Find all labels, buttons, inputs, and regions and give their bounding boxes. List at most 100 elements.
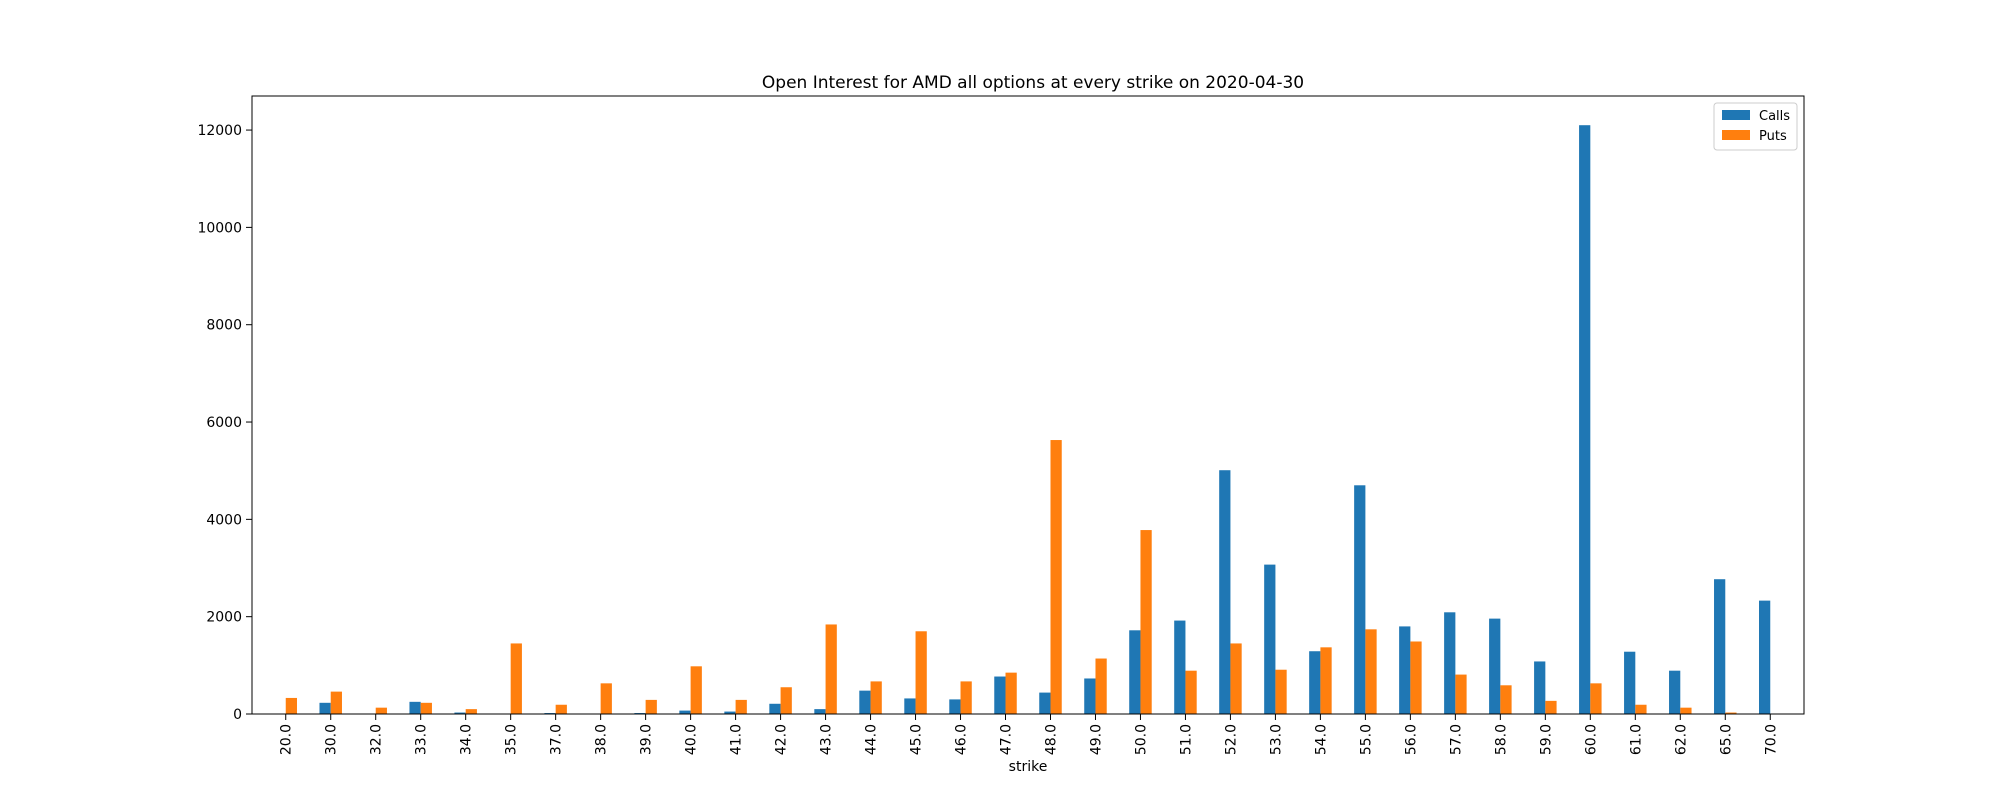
bar-calls-52.0 (1219, 470, 1231, 714)
legend-swatch-puts (1722, 130, 1750, 140)
y-tick-label: 2000 (206, 610, 242, 626)
x-axis: 20.0 30.0 32.0 33.0 34.0 35.0 37.0 38.0 39.0 40.0… (279, 714, 1779, 755)
bar-calls-54.0 (1309, 651, 1321, 714)
bar-puts-37.0 (555, 704, 567, 714)
x-tick-label: 37.0 (549, 724, 565, 755)
bar-calls-47.0 (994, 676, 1006, 714)
x-tick-label: 62.0 (1673, 724, 1689, 755)
x-tick-label: 20.0 (279, 724, 295, 755)
x-tick-label: 70.0 (1763, 724, 1779, 755)
bar-calls-41.0 (724, 711, 736, 714)
bar-calls-40.0 (679, 710, 691, 714)
x-tick-label: 30.0 (324, 724, 340, 755)
x-tick-label: 52.0 (1223, 724, 1239, 755)
bar-calls-42.0 (769, 703, 781, 714)
x-tick-label: 32.0 (369, 724, 385, 755)
x-tick-label: 60.0 (1583, 724, 1599, 755)
bar-puts-30.0 (330, 691, 342, 714)
bar-calls-53.0 (1264, 564, 1276, 714)
bar-puts-43.0 (825, 624, 837, 714)
bar-calls-57.0 (1444, 612, 1456, 714)
bar-calls-58.0 (1489, 618, 1501, 714)
chart-title: Open Interest for AMD all options at eve… (762, 73, 1304, 93)
bar-calls-65.0 (1714, 579, 1726, 714)
bar-puts-33.0 (420, 702, 432, 714)
bar-puts-49.0 (1095, 658, 1107, 714)
bar-calls-48.0 (1039, 692, 1051, 714)
bar-puts-48.0 (1050, 440, 1062, 714)
y-tick-label: 12000 (197, 123, 242, 139)
x-tick-label: 38.0 (594, 724, 610, 755)
bar-puts-52.0 (1230, 643, 1242, 714)
bar-calls-45.0 (904, 698, 916, 714)
x-tick-label: 57.0 (1448, 724, 1464, 755)
x-tick-label: 41.0 (729, 724, 745, 755)
bar-calls-49.0 (1084, 678, 1096, 714)
x-tick-label: 51.0 (1178, 724, 1194, 755)
bar-puts-47.0 (1005, 672, 1017, 714)
x-tick-label: 46.0 (954, 724, 970, 755)
bar-puts-46.0 (960, 681, 972, 714)
bar-puts-59.0 (1545, 700, 1557, 714)
legend-label-calls: Calls (1759, 109, 1790, 124)
legend-swatch-calls (1722, 110, 1750, 120)
bar-puts-61.0 (1635, 704, 1647, 714)
legend: Calls Puts (1713, 102, 1798, 151)
x-tick-label: 33.0 (414, 724, 430, 755)
x-tick-label: 61.0 (1628, 724, 1644, 755)
bar-puts-41.0 (735, 699, 747, 714)
x-tick-label: 40.0 (684, 724, 700, 755)
bar-puts-35.0 (510, 643, 522, 714)
x-tick-label: 42.0 (774, 724, 790, 755)
bar-calls-33.0 (409, 701, 421, 714)
x-axis-label: strike (1009, 759, 1048, 775)
bar-puts-20.0 (285, 697, 297, 714)
bar-puts-51.0 (1185, 670, 1197, 714)
bar-puts-34.0 (465, 709, 477, 714)
bar-calls-60.0 (1579, 125, 1591, 714)
y-tick-label: 10000 (197, 220, 242, 236)
y-tick-label: 4000 (206, 512, 242, 528)
bar-puts-54.0 (1320, 647, 1332, 714)
bar-puts-56.0 (1410, 641, 1422, 714)
bar-puts-40.0 (690, 666, 702, 714)
bar-puts-62.0 (1680, 707, 1692, 714)
x-tick-label: 34.0 (459, 724, 475, 755)
bar-calls-51.0 (1174, 620, 1186, 714)
bar-calls-50.0 (1129, 630, 1141, 714)
x-tick-label: 59.0 (1538, 724, 1554, 755)
y-tick-label: 6000 (206, 415, 242, 431)
x-tick-label: 39.0 (639, 724, 655, 755)
x-tick-label: 49.0 (1088, 724, 1104, 755)
bar-calls-59.0 (1534, 661, 1546, 714)
bar-calls-44.0 (859, 690, 871, 714)
x-tick-label: 56.0 (1403, 724, 1419, 755)
bar-calls-43.0 (814, 709, 826, 714)
x-tick-label: 65.0 (1718, 724, 1734, 755)
bar-puts-65.0 (1725, 712, 1737, 714)
bar-puts-55.0 (1365, 629, 1377, 714)
bar-puts-50.0 (1140, 530, 1152, 714)
x-tick-label: 47.0 (999, 724, 1015, 755)
plot-area-frame (251, 95, 1805, 715)
x-tick-label: 53.0 (1268, 724, 1284, 755)
bars-group (285, 125, 1782, 714)
bar-calls-70.0 (1759, 600, 1771, 714)
bar-calls-62.0 (1669, 670, 1681, 714)
bar-calls-30.0 (319, 702, 331, 714)
x-tick-label: 54.0 (1313, 724, 1329, 755)
bar-puts-57.0 (1455, 674, 1467, 714)
bar-puts-60.0 (1590, 683, 1602, 714)
x-tick-label: 50.0 (1133, 724, 1149, 755)
x-tick-label: 48.0 (1043, 724, 1059, 755)
bar-puts-38.0 (600, 683, 612, 714)
bar-puts-39.0 (645, 699, 657, 714)
y-axis: 0 2000 4000 6000 8000 10000 12000 (197, 123, 252, 723)
y-tick-label: 8000 (206, 318, 242, 334)
bar-calls-34.0 (454, 712, 466, 714)
x-tick-label: 45.0 (909, 724, 925, 755)
bar-calls-46.0 (949, 699, 961, 714)
y-tick-label: 0 (233, 707, 242, 723)
x-tick-label: 43.0 (819, 724, 835, 755)
bar-puts-44.0 (870, 681, 882, 714)
